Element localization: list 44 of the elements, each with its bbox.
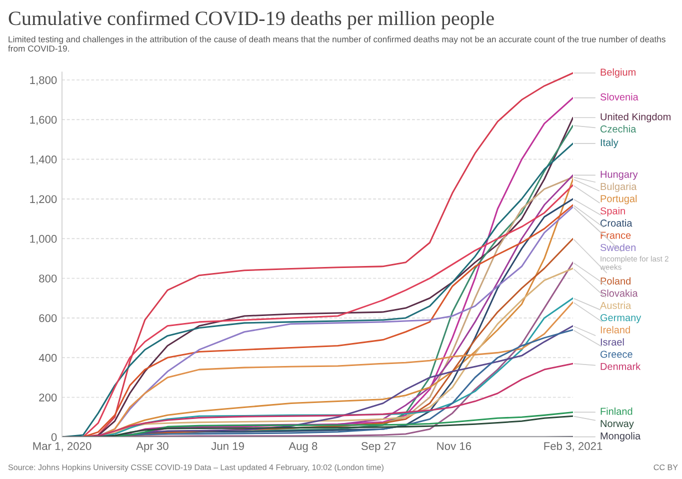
text: Bulgaria [600,182,637,192]
text: Ireland [600,326,630,334]
text: Slovakia [600,289,638,297]
x-tick-label: Jun 19 [211,442,244,450]
text: Italy [600,138,618,148]
y-tick-label: 1,600 [30,116,57,126]
y-tick-label: 600 [39,314,57,322]
x-tick-label: Feb 3, 2021 [544,442,602,452]
source-note: Source: Johns Hopkins University CSSE COVID-19 Data – Last updated 4 February, 10:02 (London time) [8,464,384,472]
text: Denmark [600,362,641,370]
y-tick-label: 1,000 [30,234,57,244]
text: Czechia [600,125,636,133]
y-tick-label: 200 [39,394,57,402]
text: United Kingdom [600,112,670,122]
y-tick-label: 800 [39,274,57,282]
chart-subtitle: Limited testing and challenges in the attribution of the cause of death means that the number of confirmed deaths may not be an accurate count of the true number of deaths from COVID-19. [8,36,666,52]
text: Greece [600,350,632,358]
text: Slovenia [600,93,638,100]
y-tick-label: 1,800 [30,76,57,86]
chart-title: Cumulative confirmed COVID-19 deaths per million people [8,10,494,30]
text: Sweden [600,244,636,252]
text: CC BY [654,464,678,470]
text: Norway [600,420,634,430]
text: Portugal [600,194,637,204]
x-tick-label: Sep 27 [361,442,396,452]
x-tick-label: Apr 30 [136,442,168,452]
text: Israel [600,338,624,346]
text: Croatia [600,219,632,227]
text: Hungary [600,170,638,180]
x-tick-label: Aug 8 [288,442,318,452]
text: Finland [600,408,632,415]
text: Belgium [600,68,636,78]
text: Spain [600,207,625,216]
x-tick-label: Mar 1, 2020 [33,442,92,452]
x-tick-label: Nov 16 [437,442,472,450]
text: Germany [600,314,642,324]
y-tick-label: 1,200 [30,195,57,204]
text: France [600,232,631,239]
y-tick-label: 400 [38,354,57,362]
y-tick-label: 0 [51,433,57,442]
text: Poland [600,277,630,285]
text: Mongolia [600,432,641,442]
text: Austria [600,302,632,309]
y-tick-label: 1,400 [30,156,57,165]
